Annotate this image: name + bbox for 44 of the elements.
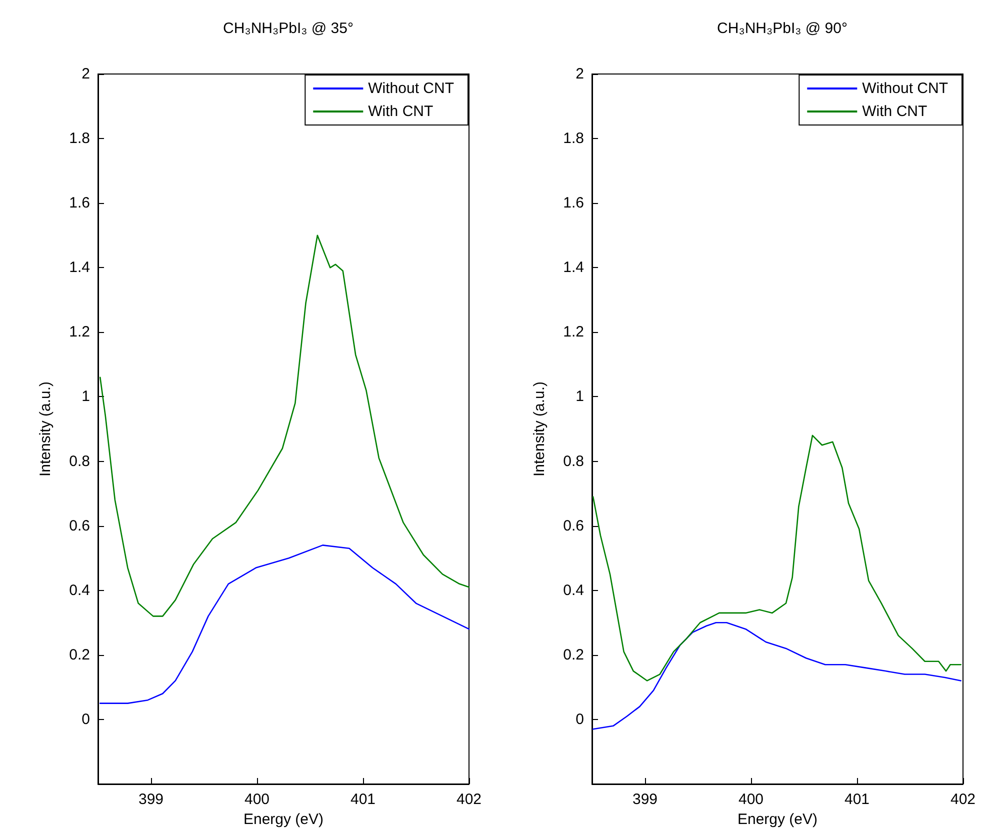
- y-tick-label: 2: [82, 66, 90, 82]
- y-axis-title: Intensity (a.u.): [37, 381, 54, 477]
- x-tick-label: 401: [844, 791, 870, 808]
- x-tick-label: 402: [950, 791, 976, 808]
- y-tick-label: 1.4: [562, 259, 584, 276]
- y-tick-label: 0.6: [562, 517, 584, 534]
- y-tick-label: 2: [575, 66, 584, 82]
- y-tick-label: 1: [82, 388, 90, 406]
- y-tick-label: 1.6: [69, 194, 90, 212]
- y-axis-title: Intensity (a.u.): [530, 381, 548, 477]
- x-tick-label: 400: [244, 791, 270, 808]
- y-tick-label: 0.4: [562, 582, 584, 599]
- line-series: [592, 434, 962, 682]
- y-tick-label: 0: [575, 710, 584, 728]
- y-tick-label: 0: [82, 710, 90, 728]
- x-tick-label: 402: [456, 791, 482, 808]
- y-tick-label: 0.6: [69, 517, 90, 534]
- x-axis-title: Energy (eV): [243, 810, 324, 828]
- x-tick-label: 399: [138, 791, 164, 808]
- legend-label: Without CNT: [368, 80, 454, 97]
- legend-label: With CNT: [368, 103, 434, 120]
- x-tick-label: 401: [350, 791, 376, 808]
- chart-title: CH₃NH₃PbI₃ @ 35°: [223, 20, 354, 37]
- y-tick-label: 0.8: [69, 452, 90, 470]
- line-series: [99, 234, 470, 617]
- y-tick-label: 0.2: [69, 646, 90, 664]
- y-tick-label: 1.8: [69, 130, 90, 148]
- y-tick-label: 1.8: [562, 130, 584, 148]
- y-tick-label: 1.4: [69, 259, 90, 276]
- line-series: [99, 544, 470, 704]
- legend-label: Without CNT: [862, 80, 948, 97]
- y-tick-label: 1.2: [69, 324, 90, 341]
- y-tick-label: 0.2: [562, 646, 584, 664]
- chart-title: CH₃NH₃PbI₃ @ 90°: [716, 20, 847, 37]
- y-tick-label: 0.8: [562, 452, 584, 470]
- y-tick-label: 1: [575, 388, 584, 406]
- x-axis-title: Energy (eV): [736, 810, 818, 828]
- y-tick-label: 1.6: [562, 194, 584, 212]
- line-series: [592, 622, 962, 730]
- legend-label: With CNT: [862, 103, 927, 120]
- x-tick-label: 399: [632, 791, 658, 808]
- x-tick-label: 400: [738, 791, 764, 808]
- y-tick-label: 0.4: [69, 582, 90, 599]
- y-tick-label: 1.2: [562, 324, 584, 341]
